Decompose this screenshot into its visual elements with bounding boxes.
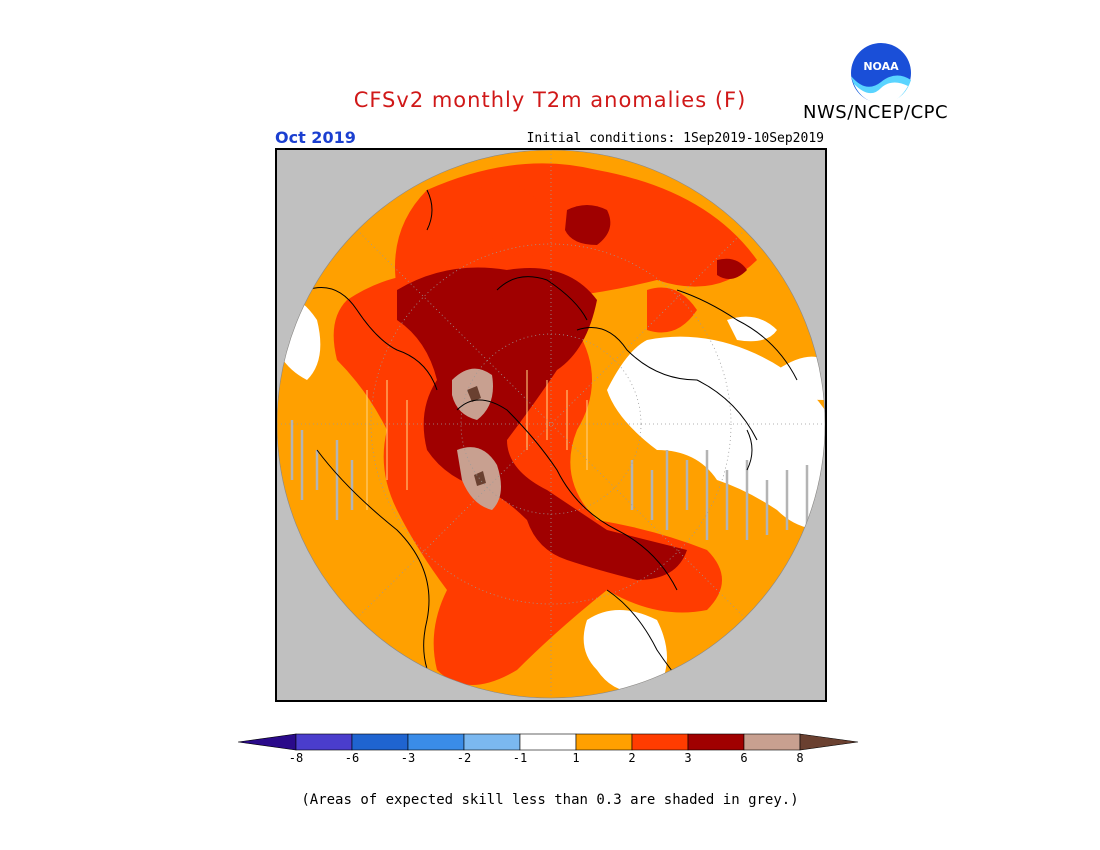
- organization-label: NWS/NCEP/CPC: [803, 102, 949, 123]
- legend-swatch: [295, 733, 353, 751]
- legend-tick-label: 8: [796, 751, 804, 765]
- polar-map: [275, 148, 827, 702]
- color-legend: [237, 733, 862, 755]
- legend-tick-label: 6: [740, 751, 748, 765]
- legend-tick-label: -1: [512, 751, 528, 765]
- legend-swatch: [743, 733, 801, 751]
- legend-tick-label: 2: [628, 751, 636, 765]
- logo-lettering: NOAA: [863, 60, 899, 73]
- legend-swatch: [631, 733, 689, 751]
- legend-tick-label: -2: [456, 751, 472, 765]
- forecast-month: Oct 2019: [275, 128, 356, 147]
- noaa-logo: NOAA: [848, 40, 914, 106]
- legend-swatch: [687, 733, 745, 751]
- legend-swatch: [519, 733, 577, 751]
- legend-swatch: [351, 733, 409, 751]
- legend-swatch: [407, 733, 465, 751]
- skill-note: (Areas of expected skill less than 0.3 a…: [301, 792, 799, 808]
- legend-tick-label: 1: [572, 751, 580, 765]
- legend-tick-label: 3: [684, 751, 692, 765]
- legend-swatch: [463, 733, 521, 751]
- legend-arrow-low: [237, 733, 297, 751]
- legend-swatch: [575, 733, 633, 751]
- anomaly-field: [277, 150, 825, 698]
- chart-title: CFSv2 monthly T2m anomalies (F): [353, 88, 747, 112]
- legend-tick-label: -8: [288, 751, 304, 765]
- legend-tick-label: -6: [344, 751, 360, 765]
- low-skill-hatching: [290, 420, 809, 540]
- legend-arrow-high: [799, 733, 859, 751]
- graticule: [277, 150, 825, 698]
- legend-tick-label: -3: [400, 751, 416, 765]
- initial-conditions: Initial conditions: 1Sep2019-10Sep2019: [526, 131, 824, 146]
